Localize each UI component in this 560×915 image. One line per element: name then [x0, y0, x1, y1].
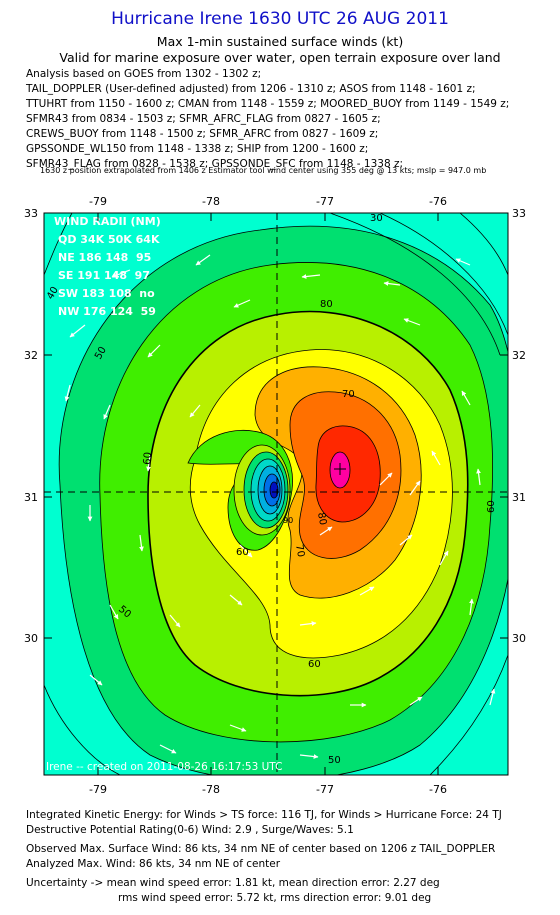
- contour-label: 30: [370, 213, 383, 224]
- wind-radii-row-ne: NE 186 148 95: [58, 251, 151, 264]
- contour-label: 80: [320, 299, 333, 310]
- axis-ticks: [44, 212, 508, 775]
- contour-label: 70: [342, 389, 355, 400]
- center-crosshair: [44, 213, 508, 775]
- lon-tick-bottom: -77: [316, 783, 334, 796]
- footer-uncertainty-rms: rms wind speed error: 5.72 kt, rms direc…: [118, 892, 432, 904]
- lon-tick-top: -76: [429, 195, 447, 208]
- lon-tick-bottom: -78: [202, 783, 220, 796]
- analysis-line-1: Analysis based on GOES from 1302 - 1302 …: [26, 68, 262, 80]
- analysis-line-2: TAIL_DOPPLER (User-defined adjusted) fro…: [26, 83, 476, 95]
- contour-label: 80: [315, 512, 328, 526]
- lon-tick-top: -77: [316, 195, 334, 208]
- wind-map: 30 40 50 50 50 60 60 60 60 70 70 80 80 9…: [24, 195, 526, 796]
- wind-radii-row-se: SE 191 148 97: [58, 269, 150, 282]
- wind-radii-header: QD 34K 50K 64K: [58, 233, 160, 246]
- map-subtitle-winds: Max 1-min sustained surface winds (kt): [156, 34, 404, 49]
- outer-isotachs: [44, 213, 508, 775]
- contour-label: 60: [236, 547, 249, 558]
- contour-label: 60: [308, 659, 321, 670]
- contour-label: 90: [283, 516, 293, 525]
- map-credit: Irene -- created on 2011-08-26 16:17:53 …: [46, 761, 282, 773]
- lat-tick-left: 32: [24, 349, 38, 362]
- core-ring-6: [269, 481, 279, 499]
- plot-frame: [43, 212, 509, 776]
- lon-tick-bottom: -79: [89, 783, 107, 796]
- map-subtitle-exposure: Valid for marine exposure over water, op…: [59, 50, 501, 65]
- lon-tick-top: -78: [202, 195, 220, 208]
- footer-ike: Integrated Kinetic Energy: for Winds > T…: [26, 809, 502, 821]
- analysis-line-3: TTUHRT from 1150 - 1600 z; CMAN from 114…: [26, 98, 510, 110]
- wind-arrows: [64, 254, 496, 759]
- lat-tick-right: 30: [512, 632, 526, 645]
- footer-dpr: Destructive Potential Rating(0-6) Wind: …: [26, 824, 354, 836]
- footer-observed-max: Observed Max. Surface Wind: 86 kts, 34 n…: [26, 843, 496, 855]
- contour-label: 60: [486, 500, 497, 513]
- lat-tick-right: 31: [512, 491, 526, 504]
- lat-tick-right: 33: [512, 207, 526, 220]
- lat-tick-right: 32: [512, 349, 526, 362]
- wind-radii-table: WIND RADII (NM) QD 34K 50K 64K NE 186 14…: [54, 215, 161, 318]
- max-wind-marker: [334, 463, 346, 475]
- analysis-line-7: SFMR43_FLAG from 0828 - 1538 z; GPSSONDE…: [26, 158, 404, 170]
- wind-radii-row-sw: SW 183 108 no: [58, 287, 155, 300]
- wind-radii-title: WIND RADII (NM): [54, 215, 161, 228]
- lat-tick-left: 33: [24, 207, 38, 220]
- lat-tick-left: 31: [24, 491, 38, 504]
- position-note: 1630 z position extrapolated from 1406 z…: [40, 166, 487, 175]
- contour-label: 60: [142, 452, 154, 466]
- analysis-line-5: CREWS_BUOY from 1148 - 1500 z; SFMR_AFRC…: [26, 128, 379, 140]
- contour-label: 50: [328, 755, 341, 766]
- lat-tick-left: 30: [24, 632, 38, 645]
- map-title: Hurricane Irene 1630 UTC 26 AUG 2011: [111, 9, 449, 29]
- lon-tick-bottom: -76: [429, 783, 447, 796]
- wind-radii-row-nw: NW 176 124 59: [58, 305, 156, 318]
- footer-uncertainty-mean: Uncertainty -> mean wind speed error: 1.…: [26, 877, 440, 889]
- footer-analyzed-max: Analyzed Max. Wind: 86 kts, 34 nm NE of …: [26, 858, 281, 870]
- analysis-line-6: GPSSONDE_WL150 from 1148 - 1338 z; SHIP …: [26, 143, 369, 155]
- analysis-line-4: SFMR43 from 0834 - 1503 z; SFMR_AFRC_FLA…: [26, 113, 381, 125]
- wind-field: 30 40 50 50 50 60 60 60 60 70 70 80 80 9…: [44, 213, 508, 775]
- contour-label: 70: [293, 544, 306, 558]
- lon-tick-top: -79: [89, 195, 107, 208]
